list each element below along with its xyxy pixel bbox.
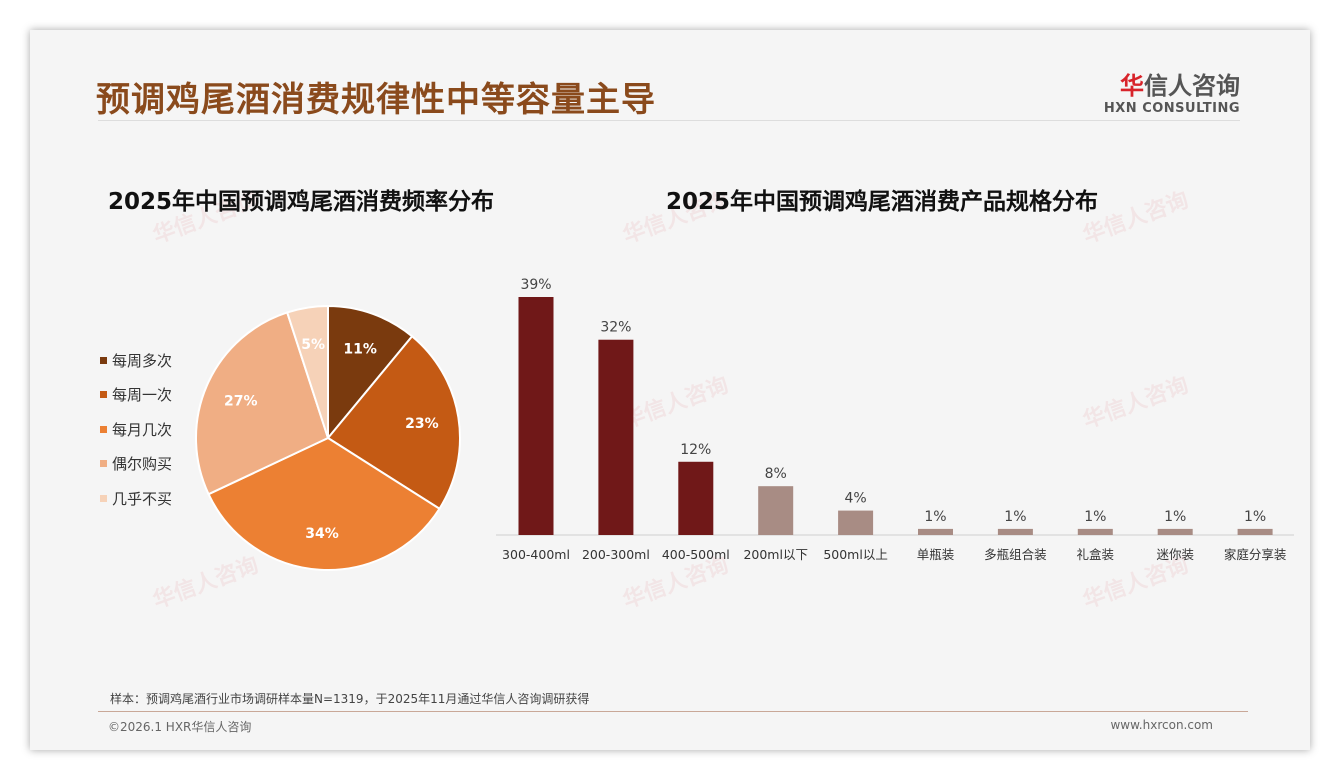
pie-slice [195, 311, 330, 496]
legend-label: 偶尔购买 [112, 455, 173, 474]
legend-swatch [100, 391, 107, 399]
page-title: 预调鸡尾酒消费规律性中等容量主导 [96, 80, 656, 120]
x-tick-label: 多瓶组合装 [984, 547, 1047, 562]
logo-text: 信人咨询 [1144, 72, 1240, 100]
logo-accent: 华 [1120, 72, 1144, 100]
bar [918, 528, 953, 535]
bar [678, 461, 714, 535]
legend-swatch [100, 494, 107, 502]
logo: 华信人咨询 HXN CONSULTING [1104, 66, 1240, 116]
bar-data-label: 1% [1004, 509, 1026, 525]
x-tick-label: 400-500ml [662, 547, 730, 562]
legend-swatch [100, 356, 107, 364]
slide: 华信人咨询 华信人咨询 华信人咨询 华信人咨询 华信人咨询 华信人咨询 华信人咨… [30, 30, 1310, 750]
bar-data-label: 32% [600, 320, 631, 336]
x-tick-label: 迷你装 [1156, 547, 1194, 562]
x-tick-label: 礼盒装 [1077, 547, 1115, 562]
website-url: www.hxrcon.com [1110, 718, 1213, 732]
logo-en: HXN CONSULTING [1103, 101, 1240, 116]
charts-svg: 11% 23% 34% 27% 5% 39% 300-400ml 32% 200-300ml 12… [195, 277, 1294, 571]
legend-swatch [100, 460, 107, 468]
bar [997, 528, 1033, 535]
legend-swatch [100, 425, 107, 433]
pie-slice [326, 334, 461, 511]
bar-data-label: 8% [765, 466, 787, 482]
bar [1077, 528, 1113, 535]
pie-slice [327, 304, 414, 441]
legend-item: 几乎不买 [100, 481, 172, 516]
bar [758, 486, 794, 535]
bar-data-label: 12% [680, 442, 711, 458]
bar [598, 339, 634, 535]
bar-data-label: 4% [844, 491, 866, 507]
pie-slice [285, 304, 329, 439]
x-tick-label: 300-400ml [502, 547, 570, 562]
x-tick-label: 500ml以上 [823, 547, 888, 562]
pie-title: 2025年中国预调鸡尾酒消费频率分布 [108, 189, 495, 215]
pie-legend: 每周多次每周一次每月几次偶尔购买几乎不买 [100, 343, 172, 516]
x-tick-label: 200ml以下 [743, 547, 808, 562]
legend-label: 几乎不买 [112, 489, 173, 508]
bar-data-label: 1% [1244, 509, 1266, 525]
pie-data-label: 23% [405, 416, 439, 432]
legend-item: 每月几次 [100, 412, 172, 447]
legend-label: 每月几次 [112, 420, 173, 439]
x-tick-label: 200-300ml [582, 547, 650, 562]
sample-note: 样本：预调鸡尾酒行业市场调研样本量N=1319，于2025年11月通过华信人咨询… [110, 692, 590, 706]
bar [518, 297, 554, 535]
footer-divider [98, 711, 1248, 712]
bar-data-label: 1% [1084, 509, 1106, 525]
bar [838, 510, 874, 535]
bar-data-label: 1% [1164, 509, 1186, 525]
legend-label: 每周多次 [112, 351, 173, 370]
pie-data-label: 27% [224, 393, 258, 409]
pie-slice [207, 436, 441, 571]
legend-item: 每周一次 [100, 378, 172, 413]
copyright: ©2026.1 HXR华信人咨询 [108, 720, 252, 734]
bar-data-label: 1% [924, 509, 946, 525]
legend-item: 偶尔购买 [100, 447, 172, 482]
legend-label: 每周一次 [112, 386, 173, 405]
x-tick-label: 单瓶装 [917, 547, 955, 562]
legend-item: 每周多次 [100, 343, 172, 378]
bar-title: 2025年中国预调鸡尾酒消费产品规格分布 [666, 189, 1099, 215]
header-divider [98, 120, 1240, 121]
bar-data-label: 39% [520, 277, 551, 293]
pie-data-label: 34% [305, 526, 339, 542]
bar [1157, 528, 1193, 535]
bar [1237, 528, 1273, 535]
x-tick-label: 家庭分享装 [1224, 547, 1287, 562]
pie-data-label: 11% [343, 342, 377, 358]
pie-data-label: 5% [301, 337, 325, 353]
